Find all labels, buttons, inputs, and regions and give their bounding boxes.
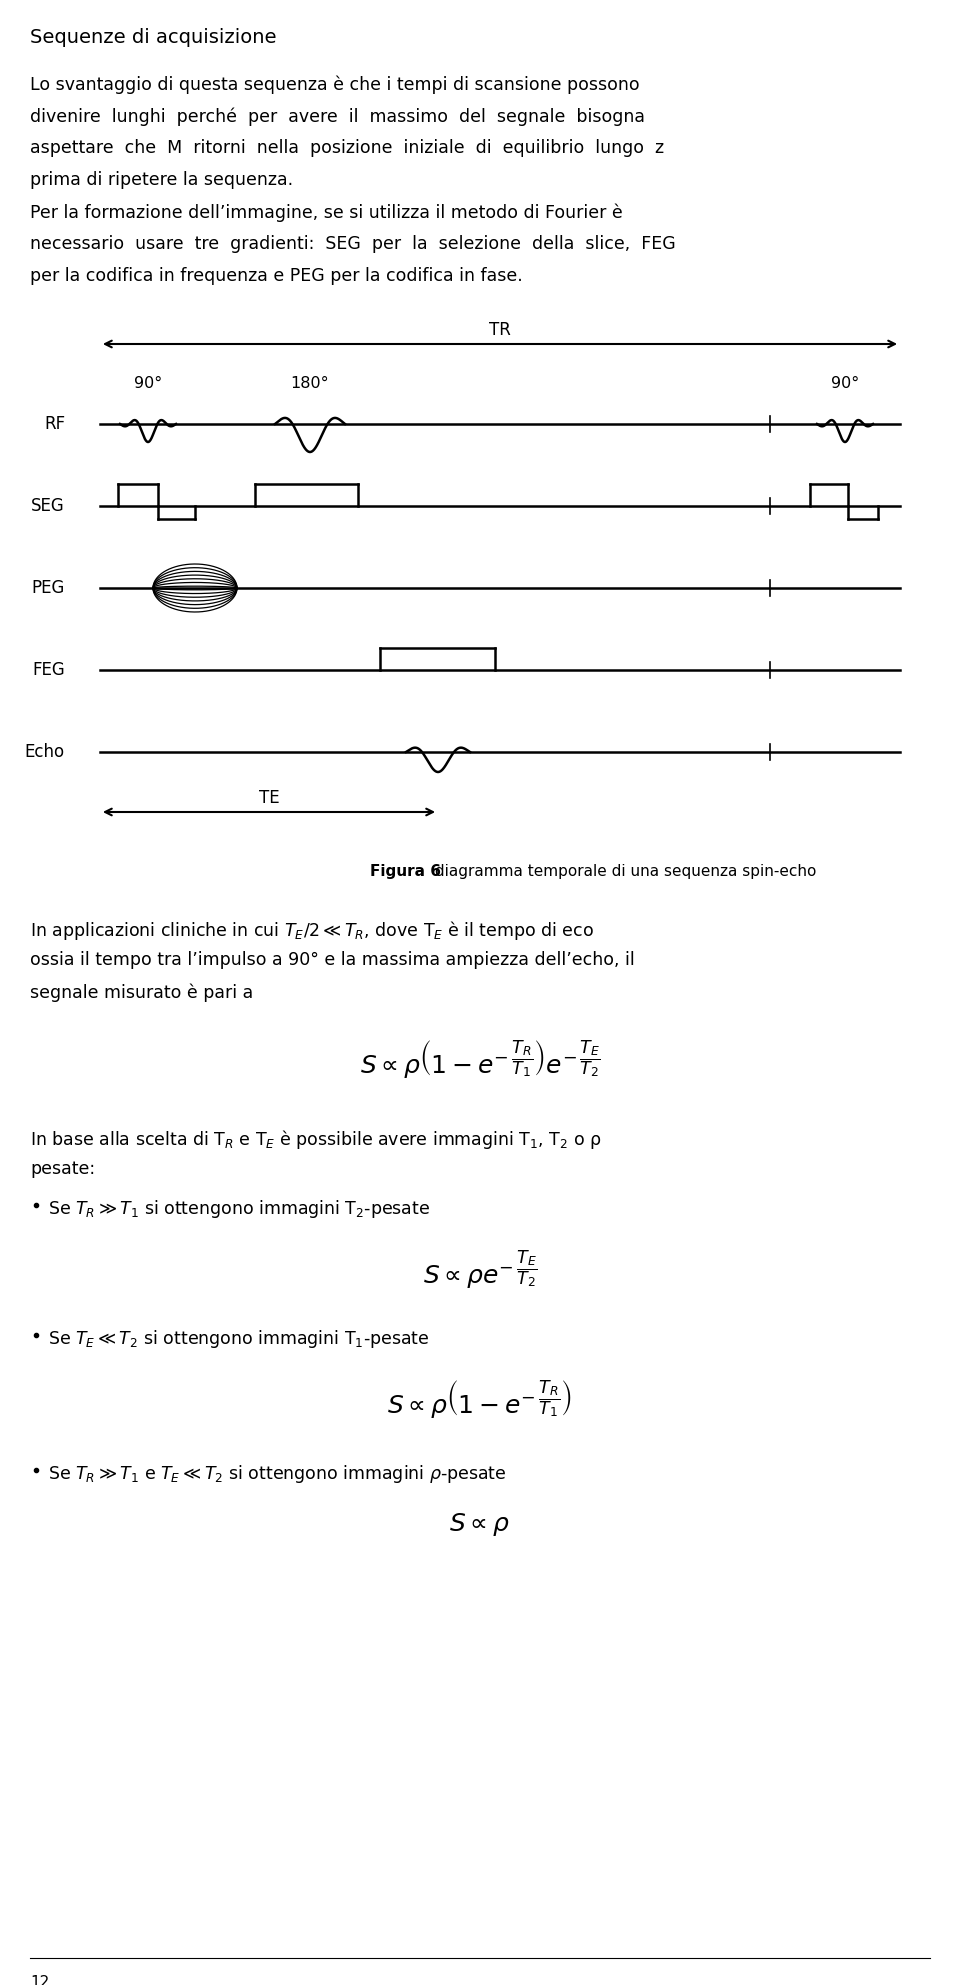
Text: Se $T_E \ll T_2$ si ottengono immagini T$_1$-pesate: Se $T_E \ll T_2$ si ottengono immagini T… <box>48 1328 429 1350</box>
Text: Echo: Echo <box>25 742 65 760</box>
Text: necessario  usare  tre  gradienti:  SEG  per  la  selezione  della  slice,  FEG: necessario usare tre gradienti: SEG per … <box>30 234 676 252</box>
Text: TR: TR <box>489 322 511 339</box>
Text: TE: TE <box>258 788 279 808</box>
Text: 180°: 180° <box>291 375 329 391</box>
Text: $S \propto \rho e^{-\,\dfrac{T_E}{T_2}}$: $S \propto \rho e^{-\,\dfrac{T_E}{T_2}}$ <box>422 1249 538 1290</box>
Text: pesate:: pesate: <box>30 1159 95 1177</box>
Text: prima di ripetere la sequenza.: prima di ripetere la sequenza. <box>30 171 293 189</box>
Text: $S \propto \rho\left(1 - e^{-\,\dfrac{T_R}{T_1}}\right)$: $S \propto \rho\left(1 - e^{-\,\dfrac{T_… <box>388 1378 572 1421</box>
Text: 90°: 90° <box>830 375 859 391</box>
Text: 90°: 90° <box>133 375 162 391</box>
Text: In base alla scelta di T$_R$ e T$_E$ è possibile avere immagini T$_1$, T$_2$ o ρ: In base alla scelta di T$_R$ e T$_E$ è p… <box>30 1127 602 1151</box>
Text: per la codifica in frequenza e PEG per la codifica in fase.: per la codifica in frequenza e PEG per l… <box>30 268 523 286</box>
Text: 12: 12 <box>30 1975 49 1985</box>
Text: segnale misurato è pari a: segnale misurato è pari a <box>30 983 253 1002</box>
Text: Per la formazione dell’immagine, se si utilizza il metodo di Fourier è: Per la formazione dell’immagine, se si u… <box>30 202 623 222</box>
Text: divenire  lunghi  perché  per  avere  il  massimo  del  segnale  bisogna: divenire lunghi perché per avere il mass… <box>30 107 645 125</box>
Text: Figura 6: Figura 6 <box>370 863 441 879</box>
Text: Se $T_R \gg T_1$ si ottengono immagini T$_2$-pesate: Se $T_R \gg T_1$ si ottengono immagini T… <box>48 1199 430 1221</box>
Text: Se $T_R \gg T_1$ e $T_E \ll T_2$ si ottengono immagini $\rho$-pesate: Se $T_R \gg T_1$ e $T_E \ll T_2$ si otte… <box>48 1463 507 1485</box>
Text: PEG: PEG <box>32 580 65 597</box>
Text: SEG: SEG <box>32 496 65 514</box>
Text: diagramma temporale di una sequenza spin-echo: diagramma temporale di una sequenza spin… <box>430 863 816 879</box>
Text: Lo svantaggio di questa sequenza è che i tempi di scansione possono: Lo svantaggio di questa sequenza è che i… <box>30 75 639 93</box>
Text: $S \propto \rho\left(1 - e^{-\,\dfrac{T_R}{T_1}}\right)e^{-\,\dfrac{T_E}{T_2}}$: $S \propto \rho\left(1 - e^{-\,\dfrac{T_… <box>360 1038 600 1080</box>
Text: FEG: FEG <box>33 661 65 679</box>
Text: Sequenze di acquisizione: Sequenze di acquisizione <box>30 28 276 48</box>
Text: In applicazioni cliniche in cui $T_E/2 \ll T_R$, dove T$_E$ è il tempo di eco: In applicazioni cliniche in cui $T_E/2 \… <box>30 919 594 943</box>
Text: ossia il tempo tra l’impulso a 90° e la massima ampiezza dell’echo, il: ossia il tempo tra l’impulso a 90° e la … <box>30 951 635 969</box>
Text: RF: RF <box>44 415 65 433</box>
Text: $S \propto \rho$: $S \propto \rho$ <box>449 1511 511 1538</box>
Text: aspettare  che  M  ritorni  nella  posizione  iniziale  di  equilibrio  lungo  z: aspettare che M ritorni nella posizione … <box>30 139 664 157</box>
